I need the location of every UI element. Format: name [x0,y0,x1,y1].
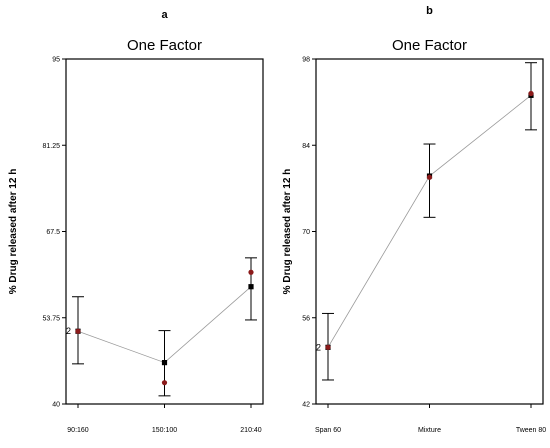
observed-point [426,174,433,180]
chart-panel-a: a One Factor % Drug released after 12 h 40 5… [8,9,264,434]
x-tick-label: Span 60 [315,427,341,434]
observed-point [161,380,168,386]
predicted-point [248,284,254,290]
y-tick-label: 53.75 [42,315,60,322]
observed-point [325,344,331,350]
series-line-predicted [327,95,532,348]
y-tick-label: 95 [52,57,60,64]
observed-point [75,328,81,334]
y-tick-label: 84 [302,143,310,150]
y-axis-label: % Drug released after 12 h [282,169,293,295]
y-tick-label: 42 [302,402,310,409]
panel-letter: b [426,5,433,17]
y-tick-label: 56 [302,315,310,322]
panel-letter: a [161,9,168,21]
observed-point [528,90,534,97]
observed-point [248,269,254,275]
replicate-annotation: 2 [316,342,321,352]
chart-title: One Factor [392,37,467,54]
replicate-annotation: 2 [66,326,71,336]
x-tick-label: 90:160 [67,427,89,434]
x-tick-label: 210:40 [240,427,262,434]
x-tick-label: Tween 80 [516,427,546,434]
plot-frame [315,58,544,405]
y-tick-label: 70 [302,229,310,236]
y-tick-label: 40 [52,402,60,409]
y-tick-label: 81.25 [42,143,60,150]
y-tick-label: 98 [302,57,310,64]
chart-title: One Factor [127,37,202,54]
y-tick-label: 67.5 [46,229,60,236]
chart-panel-b: b One Factor % Drug released after 12 h 42 5… [282,5,546,434]
x-tick-label: 150:100 [152,427,177,434]
predicted-point [161,360,168,366]
x-tick-label: Mixture [418,427,441,434]
y-axis-label: % Drug released after 12 h [8,169,19,295]
